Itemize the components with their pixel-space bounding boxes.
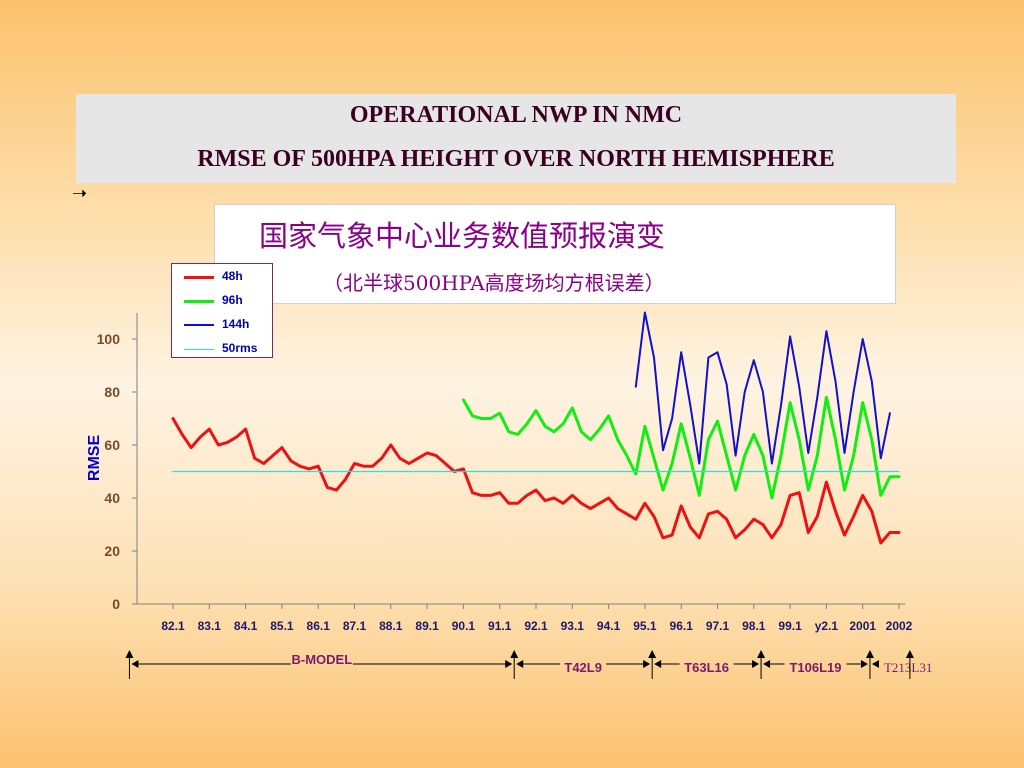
x-tick-label: 98.1 bbox=[742, 619, 766, 633]
legend-swatch bbox=[184, 324, 214, 326]
arrow-icon: ➝ bbox=[72, 183, 88, 204]
x-tick-label: 94.1 bbox=[597, 619, 621, 633]
legend-label: 50rms bbox=[222, 341, 258, 355]
ticks-layer: 0 20 40 60 80 100 82.1 83.1 84.1 85.1 86.1 87.1 88.1… bbox=[97, 331, 913, 633]
legend-label: 48h bbox=[222, 269, 243, 283]
legend-label: 96h bbox=[222, 293, 243, 307]
series-96h bbox=[461, 395, 901, 500]
chinese-title: 国家气象中心业务数值预报演变 bbox=[259, 219, 666, 253]
title-box: OPERATIONAL NWP IN NMC RMSE OF 500HPA HE… bbox=[76, 94, 956, 183]
model-periods: B-MODEL T42L9 T63L16 T106L19 T213L31 bbox=[125, 650, 932, 679]
arrow-left-icon bbox=[871, 660, 879, 668]
series-layer bbox=[171, 311, 901, 545]
arrow-left-icon bbox=[131, 660, 139, 668]
legend-swatch bbox=[184, 300, 214, 303]
x-tick-label: 92.1 bbox=[524, 619, 548, 633]
legend-item-96h: 96h bbox=[178, 292, 272, 312]
y-tick-label: 60 bbox=[104, 437, 120, 453]
x-tick-label: 97.1 bbox=[706, 619, 730, 633]
arrow-up-icon bbox=[865, 650, 874, 658]
axes bbox=[136, 313, 905, 605]
x-tick-label: 83.1 bbox=[198, 619, 222, 633]
legend-item-50rms: 50rms bbox=[178, 340, 272, 360]
series-144h bbox=[634, 311, 891, 465]
x-tick-label: 96.1 bbox=[670, 619, 694, 633]
x-tick-label: 2001 bbox=[849, 619, 876, 633]
arrow-right-icon bbox=[752, 660, 760, 668]
x-tick-label: 87.1 bbox=[343, 619, 367, 633]
x-tick-label: y2.1 bbox=[815, 619, 839, 633]
arrow-right-icon bbox=[860, 660, 868, 668]
model-label-2: T63L16 bbox=[684, 660, 729, 675]
x-tick-label: 93.1 bbox=[561, 619, 585, 633]
legend-label: 144h bbox=[222, 317, 250, 331]
y-tick-label: 80 bbox=[104, 384, 120, 400]
x-tick-label: 88.1 bbox=[379, 619, 403, 633]
x-tick-label: 86.1 bbox=[307, 619, 331, 633]
y-tick-label: 0 bbox=[112, 596, 120, 612]
x-tick-label: 2002 bbox=[886, 619, 913, 633]
x-tick-label: 89.1 bbox=[415, 619, 439, 633]
y-tick-label: 100 bbox=[97, 331, 121, 347]
model-label-1: T42L9 bbox=[564, 660, 602, 675]
arrow-left-icon bbox=[516, 660, 524, 668]
title-line-2: RMSE OF 500HPA HEIGHT OVER NORTH HEMISPH… bbox=[197, 146, 835, 172]
x-tick-label: 91.1 bbox=[488, 619, 512, 633]
x-tick-label: 84.1 bbox=[234, 619, 258, 633]
legend-swatch bbox=[184, 276, 214, 279]
x-tick-label: 85.1 bbox=[270, 619, 294, 633]
arrow-up-icon bbox=[757, 650, 766, 658]
legend-item-144h: 144h bbox=[178, 316, 272, 336]
arrow-up-icon bbox=[125, 650, 134, 658]
model-label-0: B-MODEL bbox=[291, 652, 352, 667]
y-tick-label: 40 bbox=[104, 490, 120, 506]
arrow-up-icon bbox=[510, 650, 519, 658]
legend-item-48h: 48h bbox=[178, 268, 272, 288]
chinese-title-box: 国家气象中心业务数值预报演变 （北半球500HPA高度场均方根误差） bbox=[214, 204, 896, 304]
x-tick-label: 90.1 bbox=[452, 619, 476, 633]
chinese-subtitle: （北半球500HPA高度场均方根误差） bbox=[323, 271, 665, 295]
arrow-right-icon bbox=[505, 660, 513, 668]
legend: 48h 96h 144h 50rms bbox=[171, 263, 273, 358]
arrow-left-icon bbox=[763, 660, 771, 668]
y-tick-label: 20 bbox=[104, 543, 120, 559]
title-line-1: OPERATIONAL NWP IN NMC bbox=[349, 102, 683, 128]
arrow-left-icon bbox=[654, 660, 662, 668]
legend-swatch bbox=[184, 349, 214, 350]
x-tick-label: 82.1 bbox=[161, 619, 185, 633]
arrow-up-icon bbox=[648, 650, 657, 658]
model-label-4: T213L31 bbox=[884, 660, 932, 675]
arrow-right-icon bbox=[643, 660, 651, 668]
x-tick-label: 99.1 bbox=[778, 619, 802, 633]
y-axis-label: RMSE bbox=[86, 435, 103, 482]
series-48h bbox=[171, 417, 901, 545]
model-label-3: T106L19 bbox=[789, 660, 841, 675]
arrow-up-icon bbox=[905, 650, 914, 658]
x-tick-label: 95.1 bbox=[633, 619, 657, 633]
